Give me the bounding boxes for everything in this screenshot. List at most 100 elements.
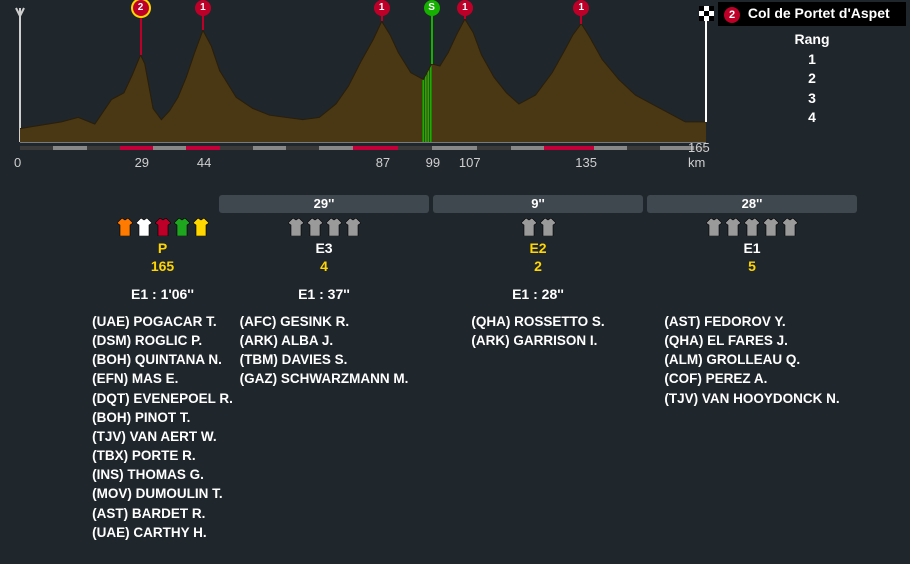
group-name: E3 [315,240,332,256]
rider-row: (UAE) POGACAR T. [92,312,233,331]
jersey-icon [326,218,342,236]
km-tick: 29 [135,155,149,170]
jersey-icon [345,218,361,236]
rank-row: 4 [718,108,906,128]
elevation-profile: 029448799107135165 km 211S11 [4,2,714,172]
segment-bar [87,146,120,150]
group-e2: 9'' E2 2 E1 : 28'' (QHA) ROSSETTO S.(ARK) GA… [433,195,643,542]
segment-bar [319,146,352,150]
km-tick: 107 [459,155,481,170]
rider-row: (INS) THOMAS G. [92,465,233,484]
rider-row: (BOH) QUINTANA N. [92,350,233,369]
jersey-icon [136,218,152,236]
group-size: 2 [534,258,542,274]
segment-bar [627,146,660,150]
segment-bar [353,146,399,150]
race-groups: P165E1 : 1'06''(UAE) POGACAR T.(DSM) ROG… [110,195,900,542]
group-time: E1 : 28'' [512,286,564,304]
group-name: E2 [529,240,546,256]
segment-bar [253,146,286,150]
jersey-icon [725,218,741,236]
km-tick: 99 [426,155,440,170]
jersey-icon [540,218,556,236]
segment-bar [511,146,544,150]
rider-row: (TBM) DAVIES S. [240,350,409,369]
segment-bar [286,146,319,150]
climb-rank-panel: 2 Col de Portet d'Aspet Rang 1234 [718,2,906,132]
group-e3: 29''E34E1 : 37''(AFC) GESINK R.(ARK) ALB… [219,195,429,542]
gap-bar: 28'' [647,195,857,213]
segment-bar [220,146,253,150]
gap-bar: 9'' [433,195,643,213]
rider-row: (DQT) EVENEPOEL R. [92,389,233,408]
finish-flag-icon [699,6,714,21]
climb-name: Col de Portet d'Aspet [748,5,890,21]
rider-row: (GAZ) SCHWARZMANN M. [240,369,409,388]
rider-row: (EFN) MAS E. [92,369,233,388]
segment-bar [186,146,219,150]
km-tick: 135 [575,155,597,170]
group-size: 5 [748,258,756,274]
rank-row: 1 [718,50,906,70]
rank-row: 3 [718,89,906,109]
rider-row: (ARK) ALBA J. [240,331,409,350]
kom-marker: 1 [374,0,390,16]
rider-row: (AFC) GESINK R. [240,312,409,331]
group-size: 4 [320,258,328,274]
gap-bar: 29'' [219,195,429,213]
group-time: E1 : 1'06'' [131,286,194,304]
rider-row: (TBX) PORTE R. [92,446,233,465]
kom-marker: 1 [457,0,473,16]
segment-bar [53,146,86,150]
rider-row: (MOV) DUMOULIN T. [92,484,233,503]
kom-marker: 2 [133,0,149,16]
jersey-icon [174,218,190,236]
finish-pole [705,21,707,122]
segment-bar [398,146,431,150]
rank-list: Rang 1234 [718,26,906,132]
km-tick: 44 [197,155,211,170]
km-tick: 0 [14,155,21,170]
jersey-icon [193,218,209,236]
climb-header: 2 Col de Portet d'Aspet [718,2,906,26]
rider-row: (AST) FEDOROV Y. [664,312,839,331]
segment-bar [120,146,153,150]
group-name: E1 [743,240,760,256]
rider-row: (DSM) ROGLIC P. [92,331,233,350]
segment-bar [20,146,53,150]
jersey-row [706,217,798,237]
jersey-icon [117,218,133,236]
km-tick: 87 [376,155,390,170]
rider-list: (AFC) GESINK R.(ARK) ALBA J.(TBM) DAVIES… [240,312,409,389]
kom-marker: 1 [195,0,211,16]
jersey-icon [744,218,760,236]
segment-bar [594,146,627,150]
rider-row: (TJV) VAN HOOYDONCK N. [664,389,839,408]
jersey-row [288,217,361,237]
climb-category-badge: 2 [724,7,740,23]
jersey-icon [763,218,779,236]
sprint-marker: S [424,0,440,16]
group-size: 165 [151,258,174,274]
rider-row: (ALM) GROLLEAU Q. [664,350,839,369]
rider-list: (UAE) POGACAR T.(DSM) ROGLIC P.(BOH) QUI… [92,312,233,542]
rider-row: (BOH) PINOT T. [92,408,233,427]
rider-row: (AST) BARDET R. [92,504,233,523]
group-name: P [158,240,167,256]
km-tick: 165 km [688,140,714,170]
rider-row: (QHA) ROSSETTO S. [471,312,604,331]
km-marker-pole [431,8,433,64]
rank-header: Rang [718,30,906,50]
rider-row: (COF) PEREZ A. [664,369,839,388]
rider-row: (ARK) GARRISON I. [471,331,604,350]
group-e1: 28''E15(AST) FEDOROV Y.(QHA) EL FARES J.… [647,195,857,542]
rider-row: (UAE) CARTHY H. [92,523,233,542]
segment-bar [153,146,186,150]
jersey-icon [706,218,722,236]
jersey-row [117,217,209,237]
jersey-icon [521,218,537,236]
jersey-icon [782,218,798,236]
jersey-icon [155,218,171,236]
rider-list: (QHA) ROSSETTO S.(ARK) GARRISON I. [471,312,604,350]
rider-row: (TJV) VAN AERT W. [92,427,233,446]
